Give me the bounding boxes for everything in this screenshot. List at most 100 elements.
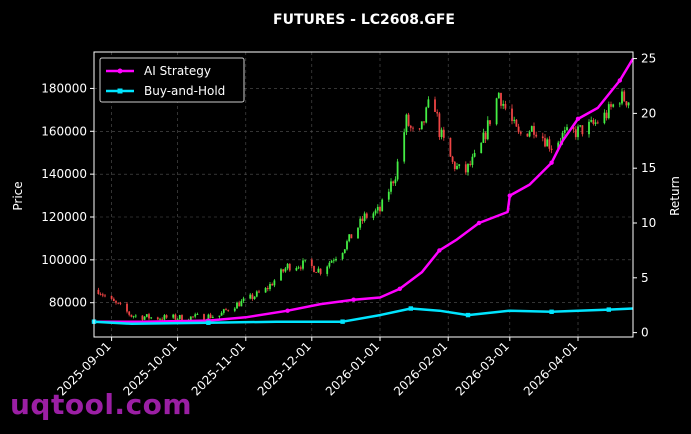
candle-body (110, 295, 113, 299)
legend: AI Strategy Buy-and-Hold (99, 57, 245, 103)
x-tick-label: 2025-12-01 (255, 339, 314, 398)
candle-body (387, 191, 390, 200)
candle-body (284, 268, 287, 272)
legend-ai-marker (117, 68, 123, 74)
candle-body (357, 227, 359, 239)
plot-frame (93, 51, 634, 338)
candle-body (574, 129, 577, 138)
buy-and-hold-point (408, 306, 413, 311)
candle-body (495, 98, 498, 125)
candle-body (623, 91, 626, 102)
y2-axis-label: Return (668, 176, 682, 216)
candle-body (218, 315, 221, 317)
candle-body (471, 156, 474, 165)
y-tick-label: 140000 (41, 167, 87, 181)
candlesticks (97, 88, 630, 322)
candle-body (625, 101, 628, 106)
candle-body (286, 263, 289, 269)
ai-strategy-point (549, 160, 554, 165)
candle-body (304, 259, 307, 261)
candle-body (418, 128, 421, 130)
candle-body (500, 93, 502, 106)
legend-box (99, 57, 245, 103)
candle-body (451, 156, 454, 162)
candle-body (519, 132, 522, 134)
candle-body (332, 260, 335, 262)
candle-body (548, 139, 551, 149)
candle-body (557, 142, 560, 150)
candle-body (497, 93, 500, 99)
candle-body (189, 316, 192, 321)
ai-strategy-line (94, 57, 635, 323)
ai-strategy-point (437, 248, 442, 253)
candle-body (453, 161, 456, 170)
legend-ai-label: AI Strategy (144, 64, 211, 78)
candle-body (313, 265, 315, 273)
candle-body (350, 234, 353, 239)
y-axis-right: 0 5 10 15 20 25 (633, 52, 656, 340)
candle-body (222, 309, 225, 313)
candle-body (148, 314, 150, 319)
candle-body (134, 315, 137, 317)
y2-tick-label: 0 (641, 326, 649, 340)
candle-body (258, 291, 260, 293)
candle-body (225, 309, 227, 311)
candle-body (607, 104, 610, 119)
candle-body (174, 314, 177, 320)
x-tick-label: 2026-01-01 (323, 339, 382, 398)
ai-strategy-point (575, 116, 581, 122)
candle-body (484, 132, 487, 140)
candle-body (526, 133, 529, 137)
candle-body (473, 153, 476, 157)
candle-body (330, 260, 333, 263)
candle-body (115, 301, 117, 303)
x-tick-label: 2026-03-01 (453, 339, 512, 398)
candle-body (528, 131, 531, 137)
candle-body (515, 119, 518, 127)
candle-body (502, 103, 505, 106)
candle-body (535, 134, 538, 137)
candle-body (603, 112, 606, 124)
candle-body (361, 218, 364, 221)
candle-body (269, 284, 271, 290)
candle-body (130, 314, 133, 317)
candle-body (238, 302, 241, 307)
candle-body (104, 295, 106, 297)
candle-body (486, 120, 489, 140)
candle-body (482, 132, 485, 143)
buy-and-hold-point (340, 319, 345, 324)
candle-body (297, 267, 300, 269)
candle-body (236, 302, 238, 309)
candle-body (220, 312, 223, 316)
candle-body (209, 314, 212, 319)
candle-body (438, 113, 441, 138)
candle-body (572, 127, 575, 130)
candle-body (621, 91, 623, 104)
candle-body (161, 318, 164, 320)
candle-body (302, 260, 304, 269)
watermark-logo: uqtool.com (10, 388, 193, 421)
candle-body (596, 122, 599, 124)
candle-body (264, 287, 267, 293)
candle-body (159, 318, 161, 320)
chart-title: FUTURES - LC2608.GFE (273, 12, 455, 28)
candle-body (464, 164, 467, 173)
candle-body (374, 210, 377, 214)
candle-body (533, 126, 535, 135)
candle-body (390, 181, 392, 192)
y2-tick-label: 25 (641, 52, 656, 66)
candle-body (469, 163, 472, 165)
candle-body (181, 315, 183, 321)
ai-strategy-point (285, 308, 290, 313)
candle-body (610, 104, 612, 107)
candle-body (456, 165, 458, 170)
candle-body (588, 121, 590, 135)
candle-body (249, 294, 252, 299)
candle-body (227, 309, 230, 311)
candle-body (328, 262, 331, 267)
candle-body (194, 314, 197, 317)
candle-body (99, 294, 102, 295)
candle-body (317, 268, 320, 273)
candle-body (242, 298, 245, 301)
